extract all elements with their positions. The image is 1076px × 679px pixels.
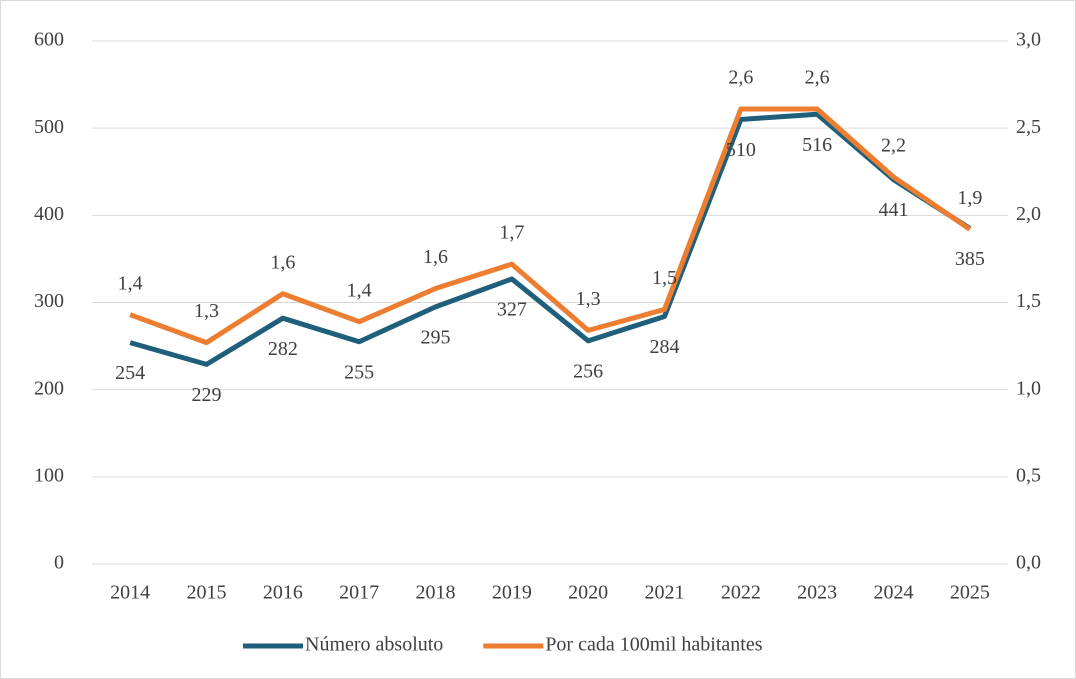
- y-tick-label: 100: [34, 464, 64, 486]
- y-tick-label: 500: [34, 116, 64, 138]
- y2-tick-label: 3,0: [1016, 29, 1041, 51]
- data-label: 510: [726, 139, 756, 161]
- y2-tick-label: 2,0: [1016, 203, 1041, 225]
- y-tick-label: 400: [34, 203, 64, 225]
- y2-tick-label: 0,5: [1016, 464, 1041, 486]
- data-label: 1,5: [652, 267, 677, 289]
- data-label: 255: [344, 361, 374, 383]
- data-label: 282: [268, 338, 298, 360]
- x-tick-label: 2016: [263, 582, 303, 604]
- y2-tick-label: 1,5: [1016, 290, 1041, 312]
- y-tick-label: 300: [34, 290, 64, 312]
- series-line: [129, 106, 972, 346]
- x-tick-label: 2024: [874, 582, 914, 604]
- y2-tick-label: 2,5: [1016, 116, 1041, 138]
- data-label: 254: [115, 362, 145, 384]
- data-label: 327: [497, 299, 527, 321]
- x-tick-label: 2022: [721, 582, 761, 604]
- y2-tick-label: 0,0: [1016, 552, 1041, 574]
- data-label: 1,6: [270, 251, 295, 273]
- x-tick-label: 2020: [568, 582, 608, 604]
- data-label: 256: [573, 360, 603, 382]
- data-label: 229: [192, 384, 222, 406]
- legend-label: Por cada 100mil habitantes: [545, 634, 762, 656]
- x-tick-label: 2023: [797, 582, 837, 604]
- data-label: 1,4: [347, 279, 372, 301]
- data-label: 2,2: [881, 135, 906, 157]
- x-tick-label: 2015: [187, 582, 227, 604]
- data-label: 441: [879, 199, 909, 221]
- data-label: 385: [955, 248, 985, 270]
- x-tick-label: 2021: [645, 582, 685, 604]
- data-label: 2,6: [728, 67, 753, 89]
- series-line: [129, 111, 972, 367]
- data-label: 1,9: [957, 187, 982, 209]
- data-label: 1,6: [423, 246, 448, 268]
- y-tick-label: 200: [34, 377, 64, 399]
- x-tick-label: 2018: [416, 582, 456, 604]
- x-tick-label: 2025: [950, 582, 990, 604]
- x-tick-label: 2014: [110, 582, 150, 604]
- y2-tick-label: 1,0: [1016, 377, 1041, 399]
- data-label: 295: [421, 326, 451, 348]
- x-tick-label: 2017: [339, 582, 379, 604]
- y-tick-label: 0: [54, 552, 64, 574]
- y-tick-label: 600: [34, 29, 64, 51]
- data-label: 284: [650, 336, 680, 358]
- data-label: 1,4: [118, 272, 143, 294]
- x-tick-label: 2019: [492, 582, 532, 604]
- data-label: 1,3: [576, 288, 601, 310]
- legend-label: Número absoluto: [305, 634, 443, 656]
- data-label: 1,3: [194, 300, 219, 322]
- data-label: 516: [802, 134, 832, 156]
- data-label: 2,6: [805, 67, 830, 89]
- data-label: 1,7: [499, 222, 524, 244]
